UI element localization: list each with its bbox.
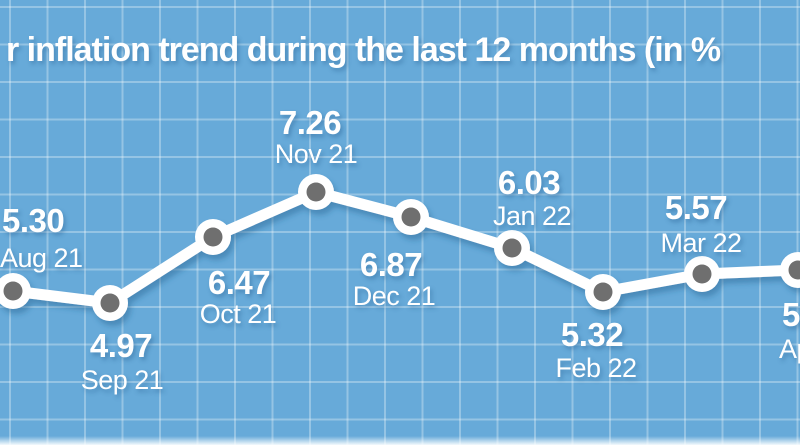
- value-label-mar22: 5.57: [664, 189, 728, 226]
- month-label-oct21: Oct 21: [199, 299, 277, 329]
- value-label-apr22: 5.: [782, 296, 800, 333]
- value-label-nov21: 7.26: [278, 104, 342, 141]
- month-label-aug21: Aug 21: [0, 243, 83, 273]
- value-label-feb22: 5.32: [560, 316, 624, 353]
- marker-dot-jan22: [502, 238, 522, 258]
- value-label-jan22: 6.03: [497, 164, 561, 201]
- marker-dot-mar22: [692, 264, 712, 284]
- value-label-aug21: 5.30: [2, 202, 65, 239]
- month-label-mar22: Mar 22: [660, 228, 742, 258]
- marker-dot-nov21: [306, 182, 326, 202]
- bottom-fade-edge: [0, 436, 800, 445]
- marker-dot-oct21: [203, 227, 223, 247]
- marker-dot-dec21: [401, 207, 421, 227]
- marker-dot-aug21: [3, 281, 23, 301]
- month-label-nov21: Nov 21: [274, 139, 358, 169]
- trend-line: [0, 186, 800, 309]
- month-label-dec21: Dec 21: [352, 281, 436, 311]
- value-label-oct21: 6.47: [207, 264, 271, 301]
- value-label-sep21: 4.97: [89, 327, 153, 364]
- value-label-dec21: 6.87: [359, 246, 423, 283]
- month-label-feb22: Feb 22: [555, 353, 637, 383]
- marker-dot-sep21: [100, 293, 120, 313]
- month-label-apr22: Ap: [779, 334, 800, 364]
- marker-dot-feb22: [593, 282, 613, 302]
- chart-title: r inflation trend during the last 12 mon…: [6, 31, 721, 69]
- marker-dots: [3, 182, 800, 313]
- month-label-sep21: Sep 21: [80, 365, 164, 395]
- marker-dot-apr22: [788, 260, 800, 280]
- month-label-jan22: Jan 22: [492, 201, 572, 231]
